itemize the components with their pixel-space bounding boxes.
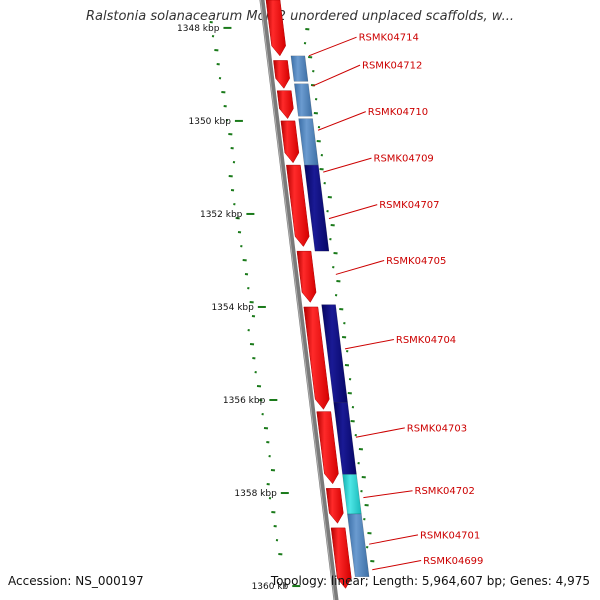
- summary-text: Topology: linear; Length: 5,964,607 bp; …: [270, 574, 590, 588]
- gene-label[interactable]: RSMK04704: [396, 335, 456, 346]
- forward-gene-2[interactable]: [273, 60, 290, 89]
- gene-label-leader: [355, 427, 405, 438]
- map-title: Ralstonia solanacearum MolK2 unordered u…: [85, 9, 514, 24]
- accession-text: Accession: NS_000197: [8, 574, 144, 588]
- forward-gene-7[interactable]: [303, 306, 330, 410]
- forward-gene-6[interactable]: [296, 250, 317, 303]
- gene-label-leader: [312, 64, 361, 87]
- gene-label-leader: [328, 204, 378, 220]
- gene-label[interactable]: RSMK04709: [374, 154, 434, 165]
- reverse-gene-7[interactable]: [342, 474, 362, 515]
- forward-gene-10[interactable]: [330, 527, 352, 589]
- forward-strand-track: [265, 0, 352, 589]
- gene-label-leader: [369, 534, 419, 545]
- reverse-gene-2[interactable]: [294, 83, 313, 117]
- gene-label[interactable]: RSMK04701: [420, 530, 480, 541]
- scale-ticks: 1348 kbp 1350 kbp 1352 kbp 1354 kbp 1356 kbp…: [177, 24, 301, 592]
- reverse-gene-3[interactable]: [298, 118, 319, 166]
- scale-tick-label: 1354 kbp: [211, 303, 254, 313]
- scale-tick-label: 1348 kbp: [177, 24, 220, 34]
- reverse-strand-track: [290, 55, 370, 577]
- gene-label-leader: [363, 490, 413, 499]
- scale-tick-label: 1350 kbp: [189, 117, 232, 127]
- gene-label[interactable]: RSMK04712: [362, 61, 422, 72]
- backbone: [259, 0, 339, 600]
- forward-gene-9[interactable]: [325, 488, 344, 524]
- scale-tick-label: 1352 kbp: [200, 210, 243, 220]
- forward-gene-3[interactable]: [276, 90, 294, 120]
- gene-label[interactable]: RSMK04699: [423, 556, 483, 567]
- gene-label-leader: [372, 559, 422, 571]
- forward-gene-1[interactable]: [265, 0, 286, 57]
- scale-tick-label: 1356 kbp: [223, 396, 266, 406]
- gene-label[interactable]: RSMK04705: [386, 256, 446, 267]
- gene-labels: RSMK04714 RSMK04712 RSMK04710 RSMK04709 RSMK…: [308, 33, 483, 571]
- gene-label[interactable]: RSMK04703: [407, 423, 467, 434]
- forward-gene-5[interactable]: [286, 164, 310, 247]
- gene-label-leader: [317, 111, 366, 131]
- scale-tick-label: 1360 kb: [252, 582, 289, 592]
- backbone-line: [259, 0, 339, 600]
- gene-label-leader: [323, 157, 372, 173]
- gene-label-leader: [344, 339, 394, 350]
- forward-gene-4[interactable]: [280, 120, 300, 164]
- gene-label[interactable]: RSMK04714: [359, 33, 419, 44]
- gene-label[interactable]: RSMK04710: [368, 107, 428, 118]
- reverse-gene-6[interactable]: [333, 402, 357, 475]
- gene-label[interactable]: RSMK04707: [379, 200, 439, 211]
- gene-label-leader: [335, 259, 385, 275]
- reverse-gene-1[interactable]: [290, 55, 309, 82]
- reverse-gene-4[interactable]: [304, 164, 330, 252]
- forward-gene-8[interactable]: [316, 411, 339, 485]
- gene-label-leader: [308, 36, 357, 57]
- backbone-highlight: [259, 0, 336, 600]
- gene-label[interactable]: RSMK04702: [415, 486, 475, 497]
- gc-skew-track: [209, 21, 375, 563]
- scale-tick-label: 1358 kbp: [234, 489, 277, 499]
- reverse-gene-8[interactable]: [347, 513, 370, 577]
